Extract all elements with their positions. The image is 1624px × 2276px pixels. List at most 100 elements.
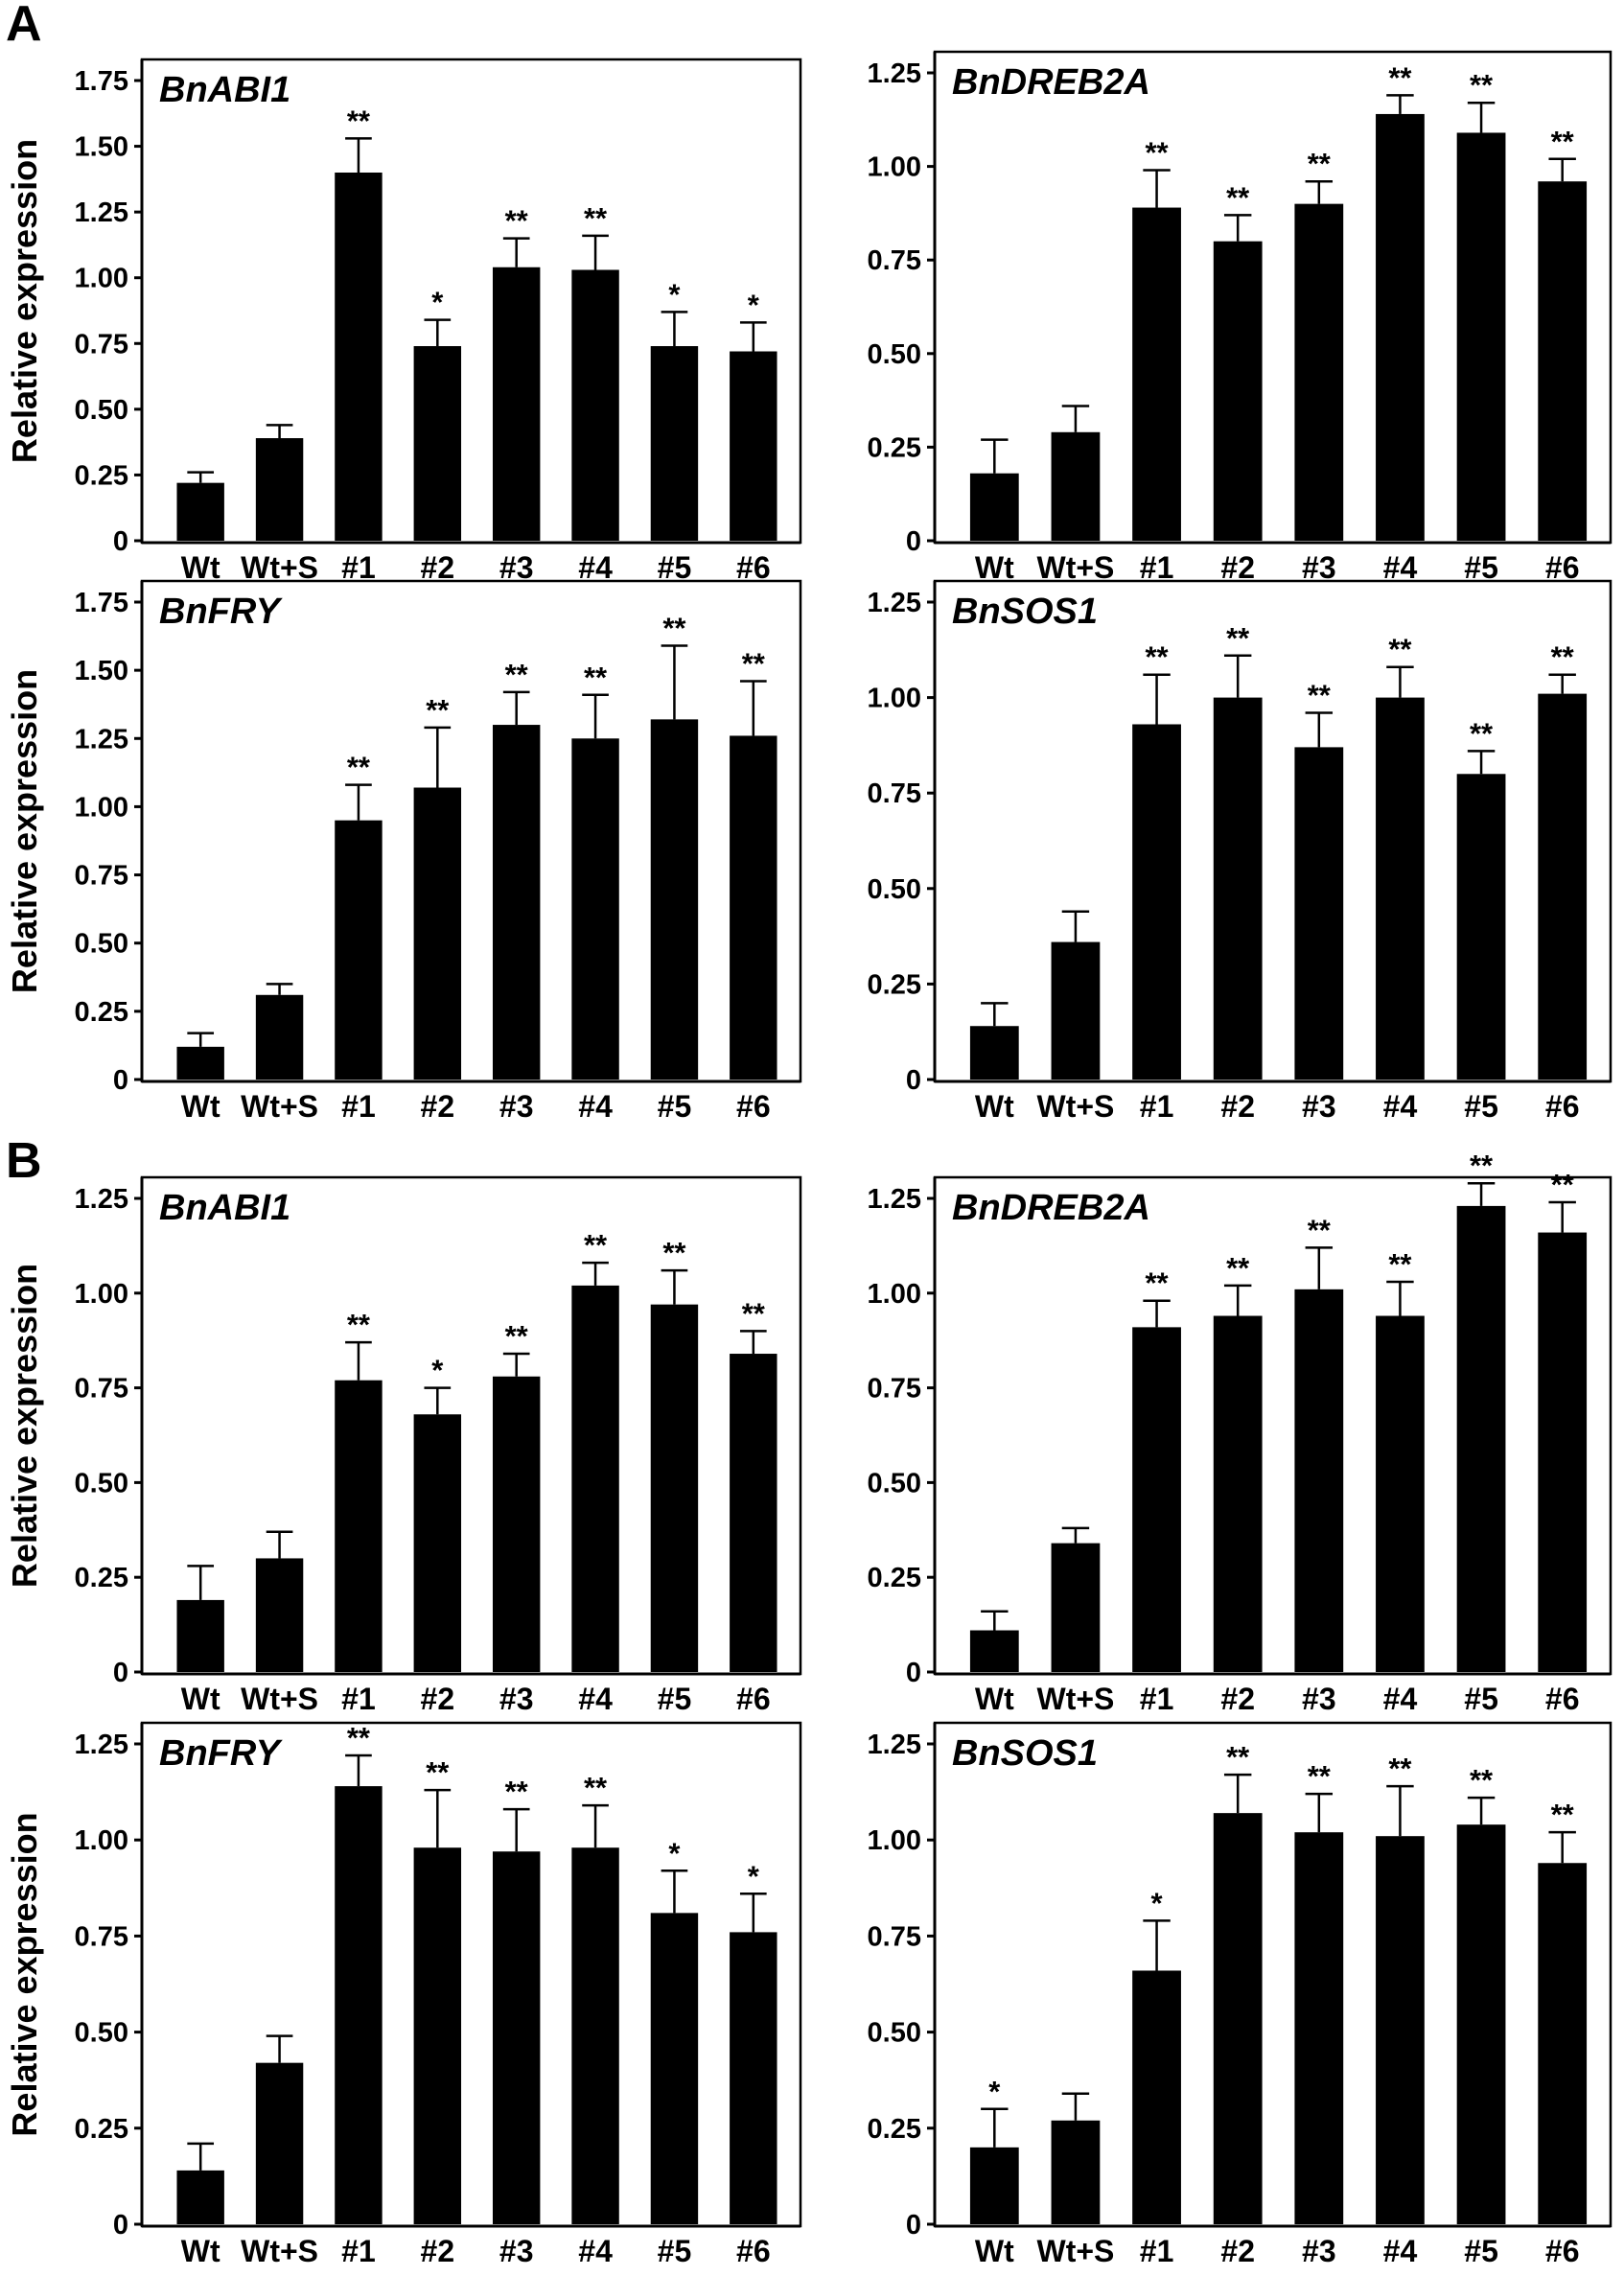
x-tick-label: Wt+S xyxy=(1036,550,1114,585)
y-tick-label: 0.25 xyxy=(868,2114,921,2145)
x-tick-label: #1 xyxy=(1140,1682,1174,1716)
charts-group: 0 0.25 0.50 0.75 1.00 1.25 1.50 1.75 Relative ex… xyxy=(5,50,1612,2268)
bar xyxy=(1213,1315,1263,1672)
chart-title: BnFRY xyxy=(159,1733,284,1774)
bar xyxy=(492,725,541,1080)
bar xyxy=(255,994,304,1080)
y-tick-label: 0 xyxy=(113,1065,128,1096)
x-tick-label: #1 xyxy=(341,1682,376,1716)
significance-mark: * xyxy=(748,288,760,321)
bar xyxy=(650,1913,699,2224)
x-tick-label: Wt xyxy=(975,1682,1014,1716)
y-tick-label: 0.50 xyxy=(868,339,921,370)
x-tick-label: Wt xyxy=(975,1089,1014,1124)
significance-mark: ** xyxy=(742,1296,766,1330)
x-tick-label: #6 xyxy=(1545,2234,1580,2268)
significance-mark: ** xyxy=(1226,621,1250,655)
significance-mark: ** xyxy=(347,751,371,784)
significance-mark: ** xyxy=(505,1775,529,1808)
x-tick-label: #1 xyxy=(341,2234,376,2268)
y-tick-label: 0 xyxy=(906,2210,921,2241)
significance-mark: * xyxy=(431,286,444,319)
significance-mark: ** xyxy=(1226,1740,1250,1774)
bar xyxy=(176,1599,224,1672)
x-tick-label: #3 xyxy=(1302,2234,1336,2268)
x-tick-label: #6 xyxy=(736,1089,771,1124)
significance-mark: ** xyxy=(1145,136,1169,170)
bar xyxy=(1051,941,1101,1080)
chart-7: 0 0.25 0.50 0.75 1.00 1.25 Relative expression… xyxy=(5,1721,802,2268)
significance-mark: ** xyxy=(742,647,766,681)
x-tick-label: #4 xyxy=(578,550,613,585)
y-tick-label: 0.75 xyxy=(868,1921,921,1952)
bar xyxy=(413,787,462,1080)
y-tick-label: 1.25 xyxy=(75,197,128,228)
x-tick-label: #4 xyxy=(578,2234,613,2268)
x-tick-label: #2 xyxy=(1220,550,1255,585)
bar xyxy=(1538,1863,1588,2224)
significance-mark: ** xyxy=(1226,180,1250,214)
y-axis-label: Relative expression xyxy=(5,1264,44,1588)
y-tick-label: 1.00 xyxy=(868,1279,921,1310)
x-tick-label: #1 xyxy=(341,550,376,585)
y-tick-label: 1.00 xyxy=(75,792,128,823)
bar xyxy=(413,346,462,541)
x-tick-label: #4 xyxy=(578,1089,613,1124)
significance-mark: * xyxy=(988,2075,1001,2108)
bar xyxy=(969,473,1019,541)
x-tick-label: #4 xyxy=(1383,1089,1418,1124)
y-axis-label: Relative expression xyxy=(5,139,44,463)
x-tick-label: #6 xyxy=(736,550,771,585)
chart-title: BnSOS1 xyxy=(952,592,1098,632)
plot-frame xyxy=(140,58,802,545)
significance-mark: ** xyxy=(1388,1752,1412,1785)
x-tick-label: #5 xyxy=(658,550,692,585)
bar xyxy=(730,351,777,541)
y-tick-label: 0 xyxy=(113,1658,128,1688)
plot-frame xyxy=(933,1721,1612,2228)
x-tick-label: #6 xyxy=(1545,1682,1580,1716)
bar xyxy=(413,1847,462,2224)
bar xyxy=(492,1851,541,2224)
bar xyxy=(650,346,699,541)
significance-mark: ** xyxy=(1226,1251,1250,1285)
significance-mark: * xyxy=(668,1836,681,1870)
plot-frame xyxy=(140,1721,802,2228)
significance-mark: ** xyxy=(1470,68,1494,102)
bar xyxy=(1051,2120,1101,2224)
x-tick-label: #3 xyxy=(499,1089,534,1124)
bar xyxy=(1294,747,1344,1080)
y-tick-label: 1.00 xyxy=(868,1825,921,1856)
bar xyxy=(730,1932,777,2224)
y-tick-label: 0.50 xyxy=(868,1468,921,1498)
x-tick-label: #2 xyxy=(421,2234,455,2268)
bar xyxy=(1294,1832,1344,2224)
y-tick-label: 0.50 xyxy=(75,1468,128,1498)
significance-mark: ** xyxy=(1551,640,1575,674)
x-tick-label: #3 xyxy=(499,2234,534,2268)
bar xyxy=(969,1026,1019,1080)
x-tick-label: #2 xyxy=(1220,2234,1255,2268)
significance-mark: ** xyxy=(1308,679,1332,712)
bar xyxy=(650,1304,699,1672)
x-tick-label: #2 xyxy=(421,1682,455,1716)
bar xyxy=(176,482,224,541)
plot-frame xyxy=(933,50,1612,545)
x-tick-label: #3 xyxy=(1302,550,1336,585)
x-tick-label: Wt+S xyxy=(241,550,318,585)
y-axis-label: Relative expression xyxy=(5,669,44,993)
x-tick-label: Wt xyxy=(181,1682,220,1716)
y-tick-label: 1.25 xyxy=(75,1730,128,1760)
y-tick-label: 0.25 xyxy=(868,432,921,463)
bar xyxy=(1456,1824,1506,2224)
significance-mark: ** xyxy=(1308,1759,1332,1793)
x-tick-label: #1 xyxy=(1140,550,1174,585)
x-tick-label: #4 xyxy=(578,1682,613,1716)
x-tick-label: Wt+S xyxy=(1036,1682,1114,1716)
bar xyxy=(1456,1205,1506,1672)
bar xyxy=(1456,774,1506,1080)
chart-3: 0 0.25 0.50 0.75 1.00 1.25 1.50 1.75 Relative ex… xyxy=(5,579,802,1124)
chart-2: 0 0.25 0.50 0.75 1.00 1.25 BnDREB2A Wt Wt+S ** #1 *… xyxy=(868,50,1612,585)
x-tick-label: #2 xyxy=(1220,1682,1255,1716)
chart-1: 0 0.25 0.50 0.75 1.00 1.25 1.50 1.75 Relative ex… xyxy=(5,58,802,585)
